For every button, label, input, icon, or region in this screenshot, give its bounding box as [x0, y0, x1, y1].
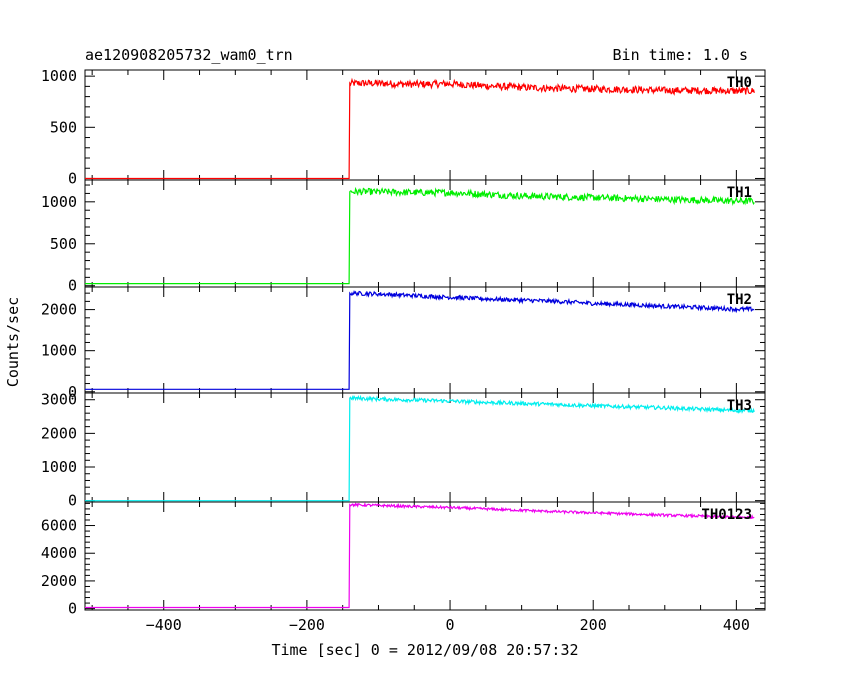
panel-th1: 0 500 1000 TH1: [41, 179, 766, 295]
y-tick-label: 2000: [41, 424, 77, 442]
panel-label: TH3: [727, 398, 752, 414]
y-tick-label: 4000: [41, 544, 77, 562]
x-tick-label: 0: [446, 616, 455, 634]
panel-frame: [84, 392, 766, 503]
y-tick-label: 1000: [41, 67, 77, 85]
y-tick-label: 1000: [41, 193, 77, 211]
y-tick-label: 2000: [41, 301, 77, 319]
y-tick-label: 0: [68, 600, 77, 618]
bin-time-label: Bin time: 1.0 s: [613, 46, 748, 64]
chart-title: ae120908205732_wam0_trn: [85, 46, 293, 64]
y-tick-label: 6000: [41, 517, 77, 535]
panel-frame: [84, 286, 766, 394]
y-tick-label: 0: [68, 169, 77, 187]
y-tick-label: 500: [50, 118, 77, 136]
y-axis-label: Counts/sec: [4, 297, 22, 387]
panel-label: TH1: [727, 185, 752, 201]
panel-label: TH0: [727, 75, 752, 91]
y-tick-label: 0: [68, 383, 77, 401]
series-line-th0: [85, 77, 755, 180]
panel-th0123: 0 2000 4000 6000 TH0123: [41, 501, 766, 618]
panel-th0: 0 500 1000 TH0: [41, 67, 766, 187]
series-line-th3: [85, 394, 755, 502]
x-tick-label: 400: [723, 616, 750, 634]
panel-th2: 0 1000 2000 TH2: [41, 286, 766, 401]
y-tick-label: 0: [68, 277, 77, 295]
panel-label: TH0123: [701, 507, 752, 523]
x-tick-label: 200: [580, 616, 607, 634]
x-axis-label: Time [sec] 0 = 2012/09/08 20:57:32: [271, 641, 578, 659]
y-tick-label: 500: [50, 235, 77, 253]
panel-label: TH2: [727, 292, 752, 308]
x-tick-label: −200: [289, 616, 325, 634]
panel-frame: [84, 179, 766, 288]
y-tick-label: 0: [68, 492, 77, 510]
y-tick-label: 3000: [41, 391, 77, 409]
panel-frame: [84, 501, 766, 611]
y-tick-label: 1000: [41, 458, 77, 476]
panel-th3: 0 1000 2000 3000 TH3: [41, 391, 766, 510]
y-tick-label: 1000: [41, 342, 77, 360]
x-tick-label: −400: [146, 616, 182, 634]
series-line-th2: [85, 289, 755, 390]
series-line-th0123: [85, 501, 755, 609]
y-tick-label: 2000: [41, 572, 77, 590]
series-line-th1: [85, 186, 755, 285]
